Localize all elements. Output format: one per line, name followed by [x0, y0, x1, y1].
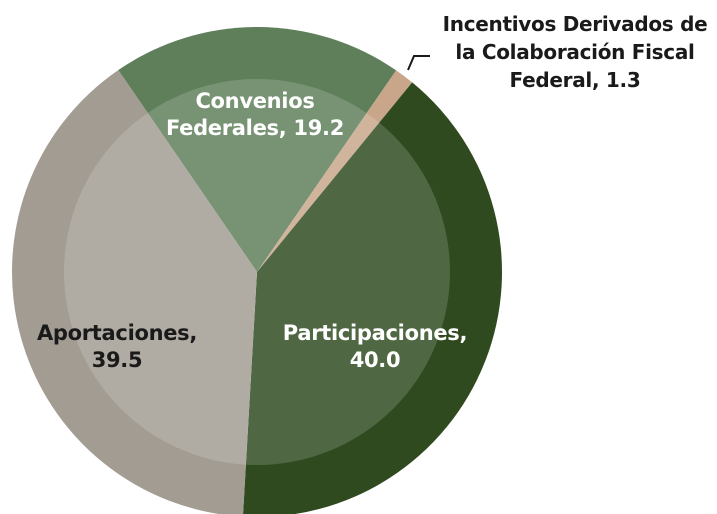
- slice-label: Incentivos Derivados de la Colaboración …: [430, 10, 717, 94]
- leader-line: [407, 55, 430, 71]
- slice-label: Convenios Federales, 19.2: [165, 88, 345, 142]
- label-value: 40.0: [349, 348, 401, 372]
- pie-slice: [118, 27, 397, 272]
- label-category: Participaciones,: [282, 321, 468, 345]
- pie-slice: [12, 70, 257, 514]
- label-category: Aportaciones,: [36, 321, 198, 345]
- pie-slice: [243, 82, 502, 514]
- label-category: Incentivos Derivados de la Colaboración …: [442, 12, 708, 92]
- label-value: 19.2: [293, 116, 345, 140]
- slice-label: Participaciones, 40.0: [275, 320, 475, 374]
- label-category: Convenios Federales,: [165, 89, 315, 140]
- label-value: 1.3: [605, 68, 641, 92]
- label-value: 39.5: [91, 348, 143, 372]
- slice-label: Aportaciones, 39.5: [22, 320, 212, 374]
- pie-slice: [257, 70, 413, 273]
- slices: [12, 27, 502, 514]
- inner-highlight: [64, 79, 450, 465]
